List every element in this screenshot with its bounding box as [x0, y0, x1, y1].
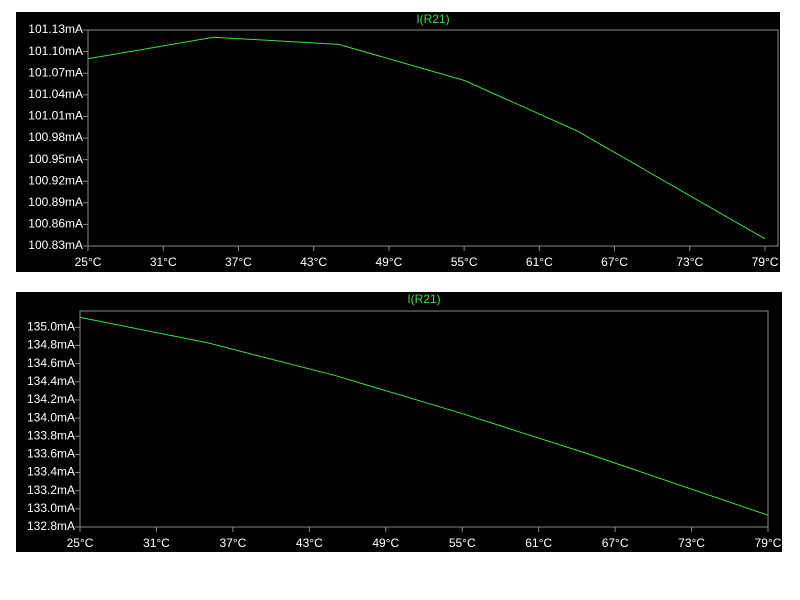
- y-tick-label: 100.83mA: [28, 238, 83, 252]
- plot-panel: [16, 292, 782, 552]
- x-tick-label: 25°C: [75, 255, 102, 269]
- x-tick-label: 67°C: [601, 255, 628, 269]
- y-tick-label: 100.98mA: [28, 130, 83, 144]
- y-tick-label: 133.4mA: [27, 465, 75, 479]
- plot-title: I(R21): [407, 292, 440, 306]
- y-tick-label: 133.6mA: [27, 447, 75, 461]
- x-tick-label: 25°C: [67, 536, 94, 550]
- x-tick-label: 79°C: [752, 255, 779, 269]
- x-tick-label: 31°C: [150, 255, 177, 269]
- data-line: [87, 36, 766, 240]
- plot-panel: [16, 12, 780, 272]
- y-tick-label: 134.8mA: [27, 338, 75, 352]
- x-tick-label: 55°C: [449, 536, 476, 550]
- x-tick-label: 73°C: [676, 255, 703, 269]
- y-tick-label: 101.10mA: [28, 44, 83, 58]
- data-line: [79, 316, 769, 516]
- y-tick-label: 100.86mA: [28, 217, 83, 231]
- x-tick-label: 31°C: [143, 536, 170, 550]
- y-tick-label: 133.2mA: [27, 483, 75, 497]
- y-tick-label: 101.13mA: [28, 22, 83, 36]
- y-tick-label: 101.01mA: [28, 109, 83, 123]
- x-tick-label: 79°C: [755, 536, 782, 550]
- x-tick-label: 37°C: [219, 536, 246, 550]
- y-tick-label: 134.4mA: [27, 374, 75, 388]
- x-tick-label: 43°C: [296, 536, 323, 550]
- y-tick-label: 101.07mA: [28, 65, 83, 79]
- y-tick-label: 133.8mA: [27, 428, 75, 442]
- x-tick-label: 73°C: [678, 536, 705, 550]
- y-tick-label: 100.92mA: [28, 173, 83, 187]
- y-tick-label: 133.0mA: [27, 501, 75, 515]
- y-tick-label: 134.0mA: [27, 410, 75, 424]
- plot-title: I(R21): [416, 12, 449, 26]
- y-tick-label: 101.04mA: [28, 87, 83, 101]
- x-tick-label: 49°C: [375, 255, 402, 269]
- x-tick-label: 49°C: [372, 536, 399, 550]
- x-tick-label: 61°C: [525, 536, 552, 550]
- y-tick-label: 134.6mA: [27, 356, 75, 370]
- plot-frame: [79, 310, 769, 528]
- x-tick-label: 55°C: [451, 255, 478, 269]
- x-tick-label: 61°C: [526, 255, 553, 269]
- x-tick-label: 67°C: [602, 536, 629, 550]
- x-tick-label: 37°C: [225, 255, 252, 269]
- y-tick-label: 100.95mA: [28, 152, 83, 166]
- y-tick-label: 100.89mA: [28, 195, 83, 209]
- y-tick-label: 134.2mA: [27, 392, 75, 406]
- x-tick-label: 43°C: [300, 255, 327, 269]
- y-tick-label: 135.0mA: [27, 320, 75, 334]
- y-tick-label: 132.8mA: [27, 519, 75, 533]
